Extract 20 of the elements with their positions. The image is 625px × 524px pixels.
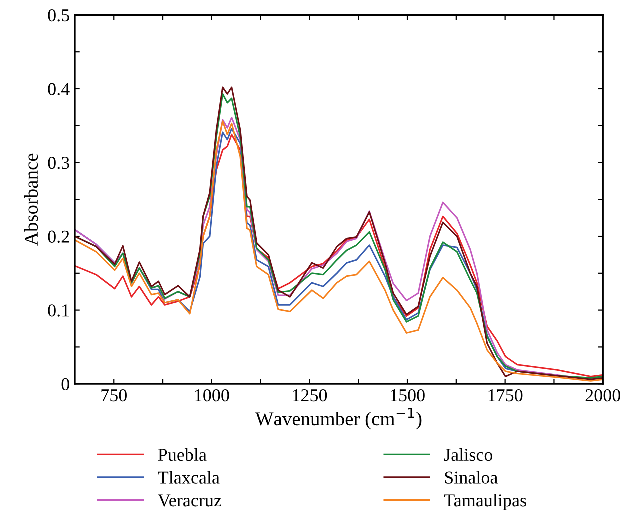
legend-label: Puebla bbox=[158, 448, 207, 462]
legend-label: Tamaulipas bbox=[444, 494, 526, 510]
y-tick-label: 0 bbox=[62, 378, 70, 391]
legend-label: Veracruz bbox=[158, 494, 222, 507]
y-tick-label: 0.3 bbox=[48, 157, 70, 170]
x-tick-label: 1500 bbox=[391, 389, 425, 402]
x-tick-label: 1750 bbox=[488, 389, 523, 402]
y-tick-label: 0.1 bbox=[48, 304, 70, 317]
legend-label: Jalisco bbox=[444, 448, 493, 462]
x-tick-label: 750 bbox=[102, 389, 127, 402]
y-axis-title: Absorbance bbox=[24, 154, 38, 246]
y-tick-label: 0.5 bbox=[48, 9, 70, 22]
x-tick-label: 1000 bbox=[195, 389, 230, 402]
x-tick-label: 1250 bbox=[293, 389, 328, 402]
x-tick-label: 2000 bbox=[586, 389, 620, 402]
y-tick-label: 0.2 bbox=[48, 230, 70, 244]
x-axis-title: Wavenumber (cm$^{−1}$) bbox=[255, 408, 422, 430]
legend-label: Sinaloa bbox=[445, 471, 498, 484]
y-tick-label: 0.4 bbox=[48, 83, 70, 96]
legend-label: Tlaxcala bbox=[158, 471, 220, 484]
